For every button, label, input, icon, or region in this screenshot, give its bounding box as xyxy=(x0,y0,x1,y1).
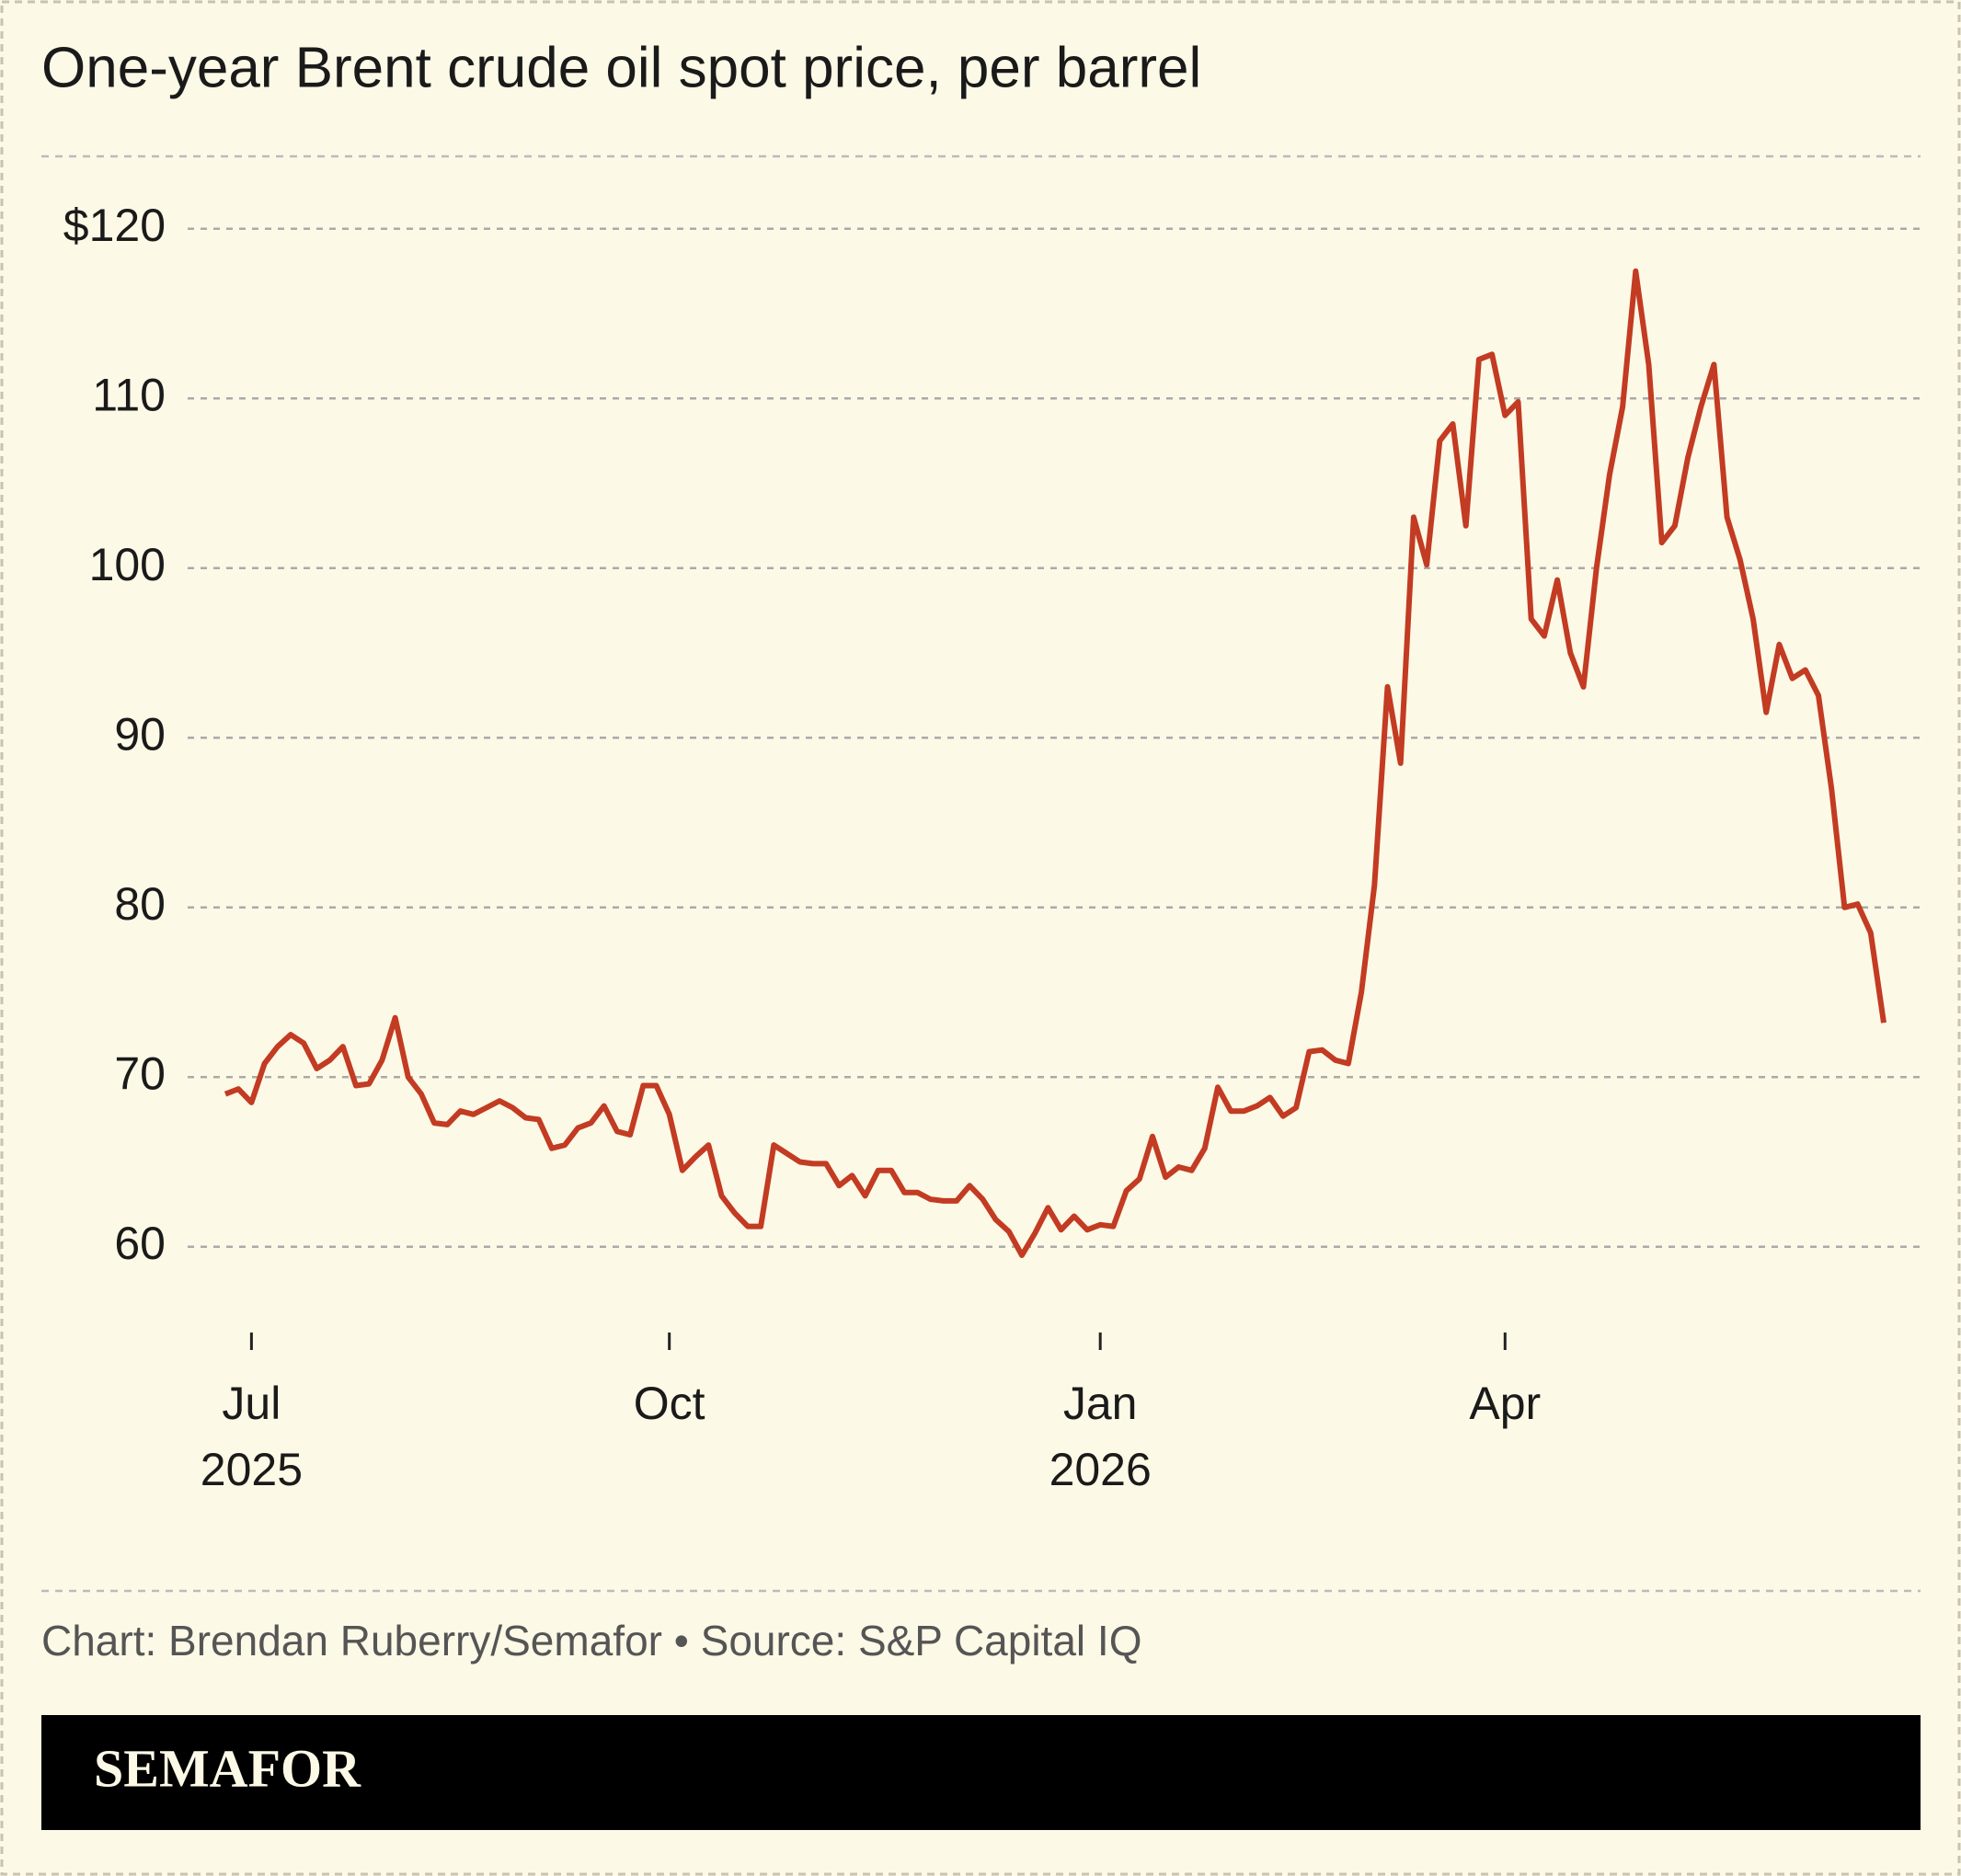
y-tick-label: 100 xyxy=(89,539,166,590)
y-tick-label: $120 xyxy=(63,200,166,251)
price-line xyxy=(224,268,1886,1258)
x-tick-label: Oct xyxy=(634,1378,705,1429)
x-tick-label: Apr xyxy=(1469,1378,1541,1429)
brand-bar xyxy=(41,1715,1921,1830)
y-tick-label: 110 xyxy=(92,369,166,420)
brand: SEMAFOR xyxy=(94,1738,361,1798)
source: Chart: Brendan Ruberry/Semafor • Source:… xyxy=(41,1617,1141,1664)
chart-title: One-year Brent crude oil spot price, per… xyxy=(41,36,1201,99)
y-tick-label: 60 xyxy=(114,1218,166,1269)
y-tick-label: 70 xyxy=(114,1047,166,1099)
y-tick-label: 90 xyxy=(114,708,166,760)
x-tick-label: Jul 2025 xyxy=(201,1378,303,1495)
x-tick-label: Jan 2026 xyxy=(1049,1378,1152,1495)
y-tick-label: 80 xyxy=(114,878,166,930)
